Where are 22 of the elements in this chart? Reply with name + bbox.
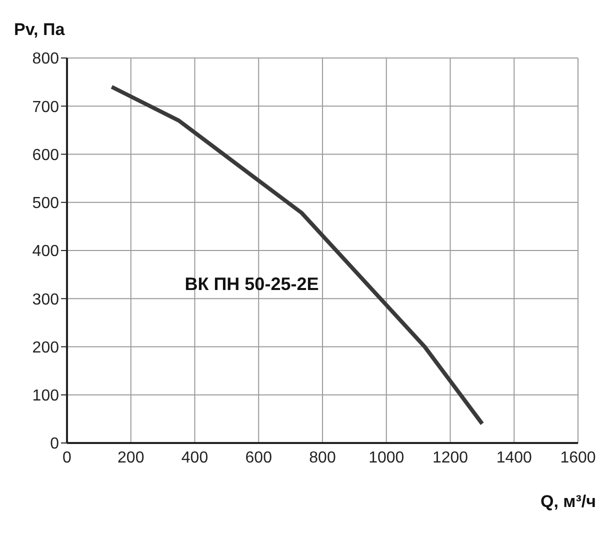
x-tick-label: 400: [181, 449, 208, 466]
x-tick-label: 1600: [560, 449, 596, 466]
x-tick-label: 600: [245, 449, 272, 466]
y-tick-label: 700: [32, 98, 60, 116]
x-tick-label: 0: [62, 449, 72, 466]
x-axis-title: Q, м³/ч: [540, 492, 596, 512]
y-tick-label: 0: [50, 436, 60, 453]
x-tick-label: 800: [309, 449, 336, 466]
x-tick-label: 1000: [368, 449, 404, 466]
y-tick-label: 500: [32, 195, 60, 212]
y-tick-label: 200: [32, 339, 60, 356]
y-tick-label: 800: [32, 50, 60, 68]
y-tick-label: 600: [32, 146, 60, 164]
x-tick-label: 200: [118, 449, 144, 466]
x-tick-label: 1400: [496, 449, 532, 466]
y-tick-label: 400: [32, 243, 60, 260]
y-tick-label: 100: [32, 388, 60, 405]
y-tick-label: 300: [32, 291, 60, 308]
y-axis-title: Pv, Па: [14, 20, 65, 40]
x-tick-label: 1200: [432, 449, 468, 466]
line-series: [110, 84, 484, 426]
series-label: ВК ПН 50-25-2Е: [184, 274, 319, 296]
